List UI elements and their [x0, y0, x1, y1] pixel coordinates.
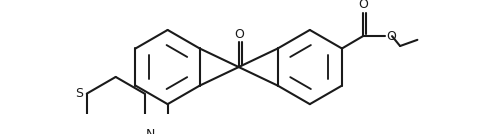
Text: O: O [234, 28, 244, 41]
Text: N: N [146, 128, 155, 134]
Text: O: O [358, 0, 368, 11]
Text: S: S [75, 87, 83, 100]
Text: O: O [386, 30, 396, 43]
